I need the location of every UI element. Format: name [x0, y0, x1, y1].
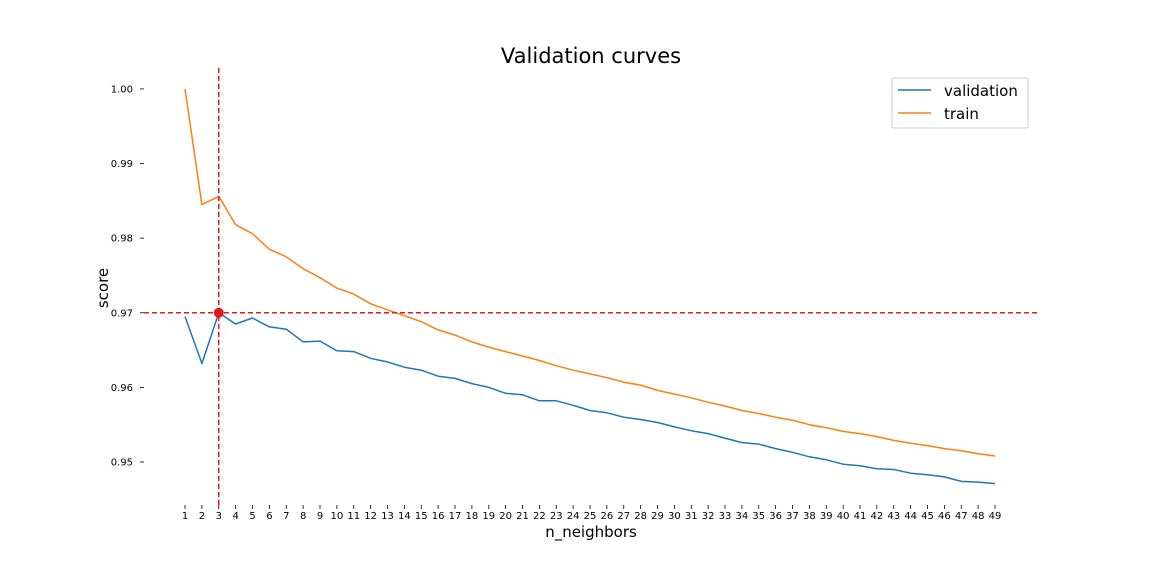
x-tick-label: 13	[381, 511, 394, 522]
reference-lines	[144, 68, 1037, 508]
y-tick-label: 1.00	[111, 84, 133, 95]
x-tick-label: 41	[854, 511, 867, 522]
x-tick-label: 28	[634, 511, 647, 522]
x-tick-label: 18	[466, 511, 479, 522]
x-tick-label: 5	[249, 511, 255, 522]
x-tick-label: 35	[752, 511, 765, 522]
y-tick-label: 0.97	[111, 308, 133, 319]
x-tick-label: 33	[719, 511, 732, 522]
x-tick-label: 39	[820, 511, 833, 522]
x-axis-ticks: 1 2 3 4 5 6 7 8 9 10 11 12 13 14 15 16 17 18 19 20 21 22 23 24 2…	[182, 505, 1002, 522]
x-tick-label: 46	[938, 511, 951, 522]
y-tick-label: 0.99	[111, 159, 133, 170]
x-tick-label: 3	[216, 511, 222, 522]
best-score-marker	[213, 307, 224, 318]
x-tick-label: 11	[347, 511, 360, 522]
chart-title: Validation curves	[501, 44, 681, 68]
x-tick-label: 16	[432, 511, 445, 522]
x-tick-label: 8	[300, 511, 306, 522]
x-tick-label: 20	[499, 511, 512, 522]
y-tick-label: 0.96	[111, 383, 133, 394]
x-tick-label: 10	[331, 511, 344, 522]
x-tick-label: 45	[921, 511, 934, 522]
x-tick-label: 6	[266, 511, 272, 522]
x-tick-label: 40	[837, 511, 850, 522]
x-tick-label: 15	[415, 511, 428, 522]
series-line-train	[184, 88, 996, 457]
x-tick-label: 36	[769, 511, 782, 522]
x-tick-label: 47	[955, 511, 968, 522]
x-tick-label: 4	[232, 511, 238, 522]
x-tick-label: 23	[550, 511, 563, 522]
x-tick-label: 24	[567, 511, 580, 522]
y-tick-label: 0.95	[111, 458, 133, 469]
x-tick-label: 12	[364, 511, 377, 522]
y-axis-label: score	[94, 268, 112, 308]
x-tick-label: 2	[199, 511, 205, 522]
x-tick-label: 44	[904, 511, 917, 522]
x-tick-label: 17	[449, 511, 462, 522]
x-tick-label: 1	[182, 511, 188, 522]
x-tick-label: 37	[786, 511, 799, 522]
legend: validation train	[891, 77, 1029, 129]
x-axis-label: n_neighbors	[545, 523, 637, 542]
x-tick-label: 14	[398, 511, 411, 522]
x-tick-label: 30	[668, 511, 681, 522]
x-tick-label: 42	[871, 511, 884, 522]
x-tick-label: 38	[803, 511, 816, 522]
x-tick-label: 43	[887, 511, 900, 522]
x-tick-label: 32	[702, 511, 715, 522]
x-tick-label: 49	[989, 511, 1002, 522]
x-tick-label: 31	[685, 511, 698, 522]
x-tick-label: 9	[317, 511, 323, 522]
x-tick-label: 26	[601, 511, 614, 522]
legend-label-validation: validation	[944, 82, 1018, 100]
series-line-validation	[184, 312, 996, 485]
x-tick-label: 48	[972, 511, 985, 522]
x-tick-label: 34	[736, 511, 749, 522]
legend-label-train: train	[944, 105, 979, 123]
y-axis-ticks: 1.00 0.99 0.98 0.97 0.96 0.95	[111, 84, 144, 469]
y-tick-label: 0.98	[111, 234, 133, 245]
x-tick-label: 27	[617, 511, 630, 522]
x-tick-label: 7	[283, 511, 289, 522]
x-tick-label: 22	[533, 511, 546, 522]
series-layer	[184, 88, 996, 485]
x-tick-label: 21	[516, 511, 529, 522]
x-tick-label: 29	[651, 511, 664, 522]
x-tick-label: 19	[482, 511, 495, 522]
x-tick-label: 25	[584, 511, 597, 522]
